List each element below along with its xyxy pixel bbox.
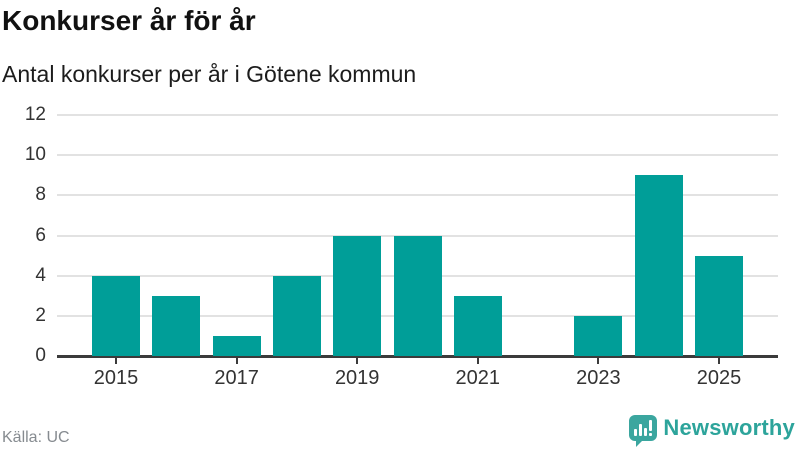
x-tick-label-2019: 2019: [334, 367, 380, 389]
bar-2017: [212, 335, 261, 356]
newsworthy-wordmark: Newsworthy: [663, 415, 795, 440]
source-note: Källa: UC: [2, 429, 70, 446]
x-tick-label-2025: 2025: [696, 367, 742, 389]
y-tick-label-10: 10: [24, 144, 46, 166]
newsworthy-chart-bubble-icon: [629, 415, 658, 447]
bar-2025: [695, 255, 743, 356]
newsworthy-logo: Newsworthy: [629, 415, 795, 447]
y-tick-label-2: 2: [35, 304, 46, 326]
x-tick-label-2023: 2023: [576, 367, 621, 389]
x-tick-2017: [235, 357, 238, 364]
chart-title: Konkurser år för år: [2, 5, 256, 36]
x-tick-2015: [115, 357, 117, 364]
bar-2020: [393, 235, 442, 356]
bar-2015: [92, 275, 140, 356]
bar-2023: [574, 315, 623, 356]
x-tick-2025: [718, 357, 720, 364]
x-axis-line: [57, 355, 778, 358]
chart-subtitle: Antal konkurser per år i Götene kommun: [2, 61, 417, 87]
bar-2024: [634, 175, 683, 356]
bar-2021: [453, 295, 502, 356]
speech-bubble-tail: [636, 440, 644, 447]
y-tick-label-12: 12: [24, 104, 46, 125]
y-tick-label-0: 0: [35, 345, 46, 366]
gridline-y12: [57, 114, 778, 116]
gridline-y8: [57, 194, 778, 197]
x-tick-label-2021: 2021: [455, 367, 501, 389]
y-tick-label-4: 4: [35, 264, 46, 286]
y-tick-label-6: 6: [35, 224, 46, 246]
bar-2016: [152, 295, 201, 356]
x-tick-2021: [476, 357, 479, 364]
bar-2018: [272, 275, 321, 356]
x-tick-2023: [597, 357, 600, 364]
x-tick-2019: [356, 357, 359, 364]
x-tick-label-2017: 2017: [214, 367, 259, 389]
plot-area: [57, 114, 778, 358]
x-tick-label-2015: 2015: [93, 367, 139, 389]
y-tick-label-8: 8: [35, 184, 46, 206]
gridline-y10: [57, 154, 778, 157]
bar-2019: [333, 235, 382, 356]
